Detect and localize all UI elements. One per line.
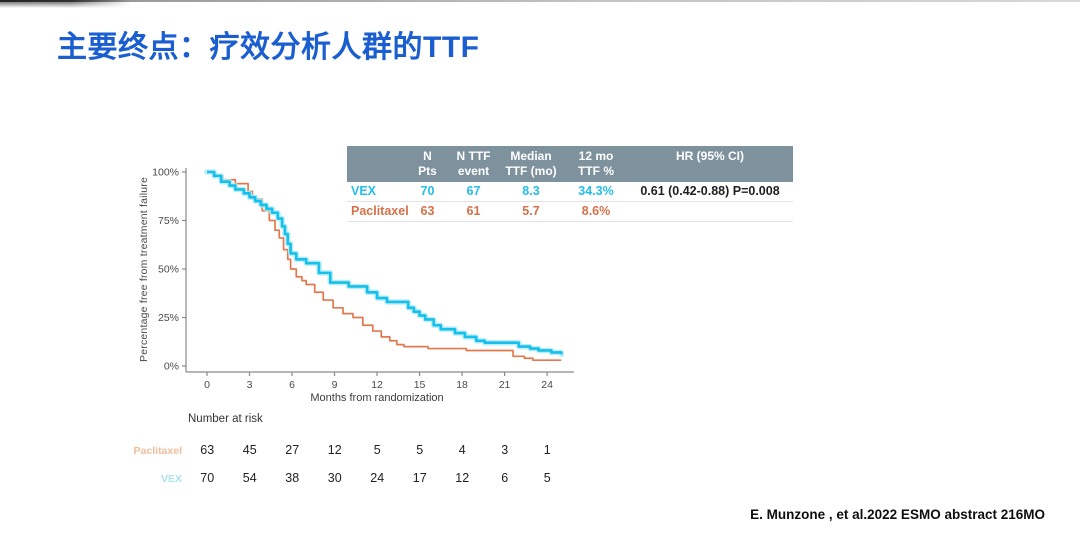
risk-cell: 6 xyxy=(501,471,509,485)
km-curve-halo-vex xyxy=(204,169,564,358)
top-left-shade xyxy=(0,0,130,8)
risk-cell: 12 xyxy=(455,471,470,485)
col-header-12mo-ttf: 12 mo TTF % xyxy=(565,146,627,182)
risk-cell: 12 xyxy=(327,443,342,457)
risk-cell: 54 xyxy=(242,471,257,485)
x-tick-label: 9 xyxy=(332,379,338,391)
col-header-median-ttf: Median TTF (mo) xyxy=(497,146,565,182)
citation-text: E. Munzone , et al.2022 ESMO abstract 21… xyxy=(750,507,1045,522)
y-tick-label: 50% xyxy=(158,264,179,276)
vex-n-ttf-event: 67 xyxy=(450,182,497,202)
risk-row-paclitaxel: 63 45 27 12 5 5 4 3 1 xyxy=(186,443,569,457)
x-tick-label: 21 xyxy=(499,379,511,391)
risk-cell: 45 xyxy=(242,443,257,457)
x-tick-label: 12 xyxy=(371,379,383,391)
risk-row-vex: 70 54 38 30 24 17 12 6 5 xyxy=(186,471,569,485)
top-edge-strip xyxy=(0,0,1080,2)
x-tick-label: 0 xyxy=(204,379,210,391)
paclitaxel-12mo-ttf: 8.6% xyxy=(565,201,627,222)
y-tick-label: 25% xyxy=(158,312,179,324)
x-tick-label: 24 xyxy=(541,379,553,391)
x-axis-label: Months from randomization xyxy=(310,392,444,404)
risk-row-label-vex: VEX xyxy=(160,473,182,485)
hr-value-empty xyxy=(627,201,793,222)
risk-cell: 30 xyxy=(327,471,342,485)
col-header-n-pts: N Pts xyxy=(405,146,450,182)
risk-cell: 63 xyxy=(200,443,215,457)
risk-cell: 24 xyxy=(370,471,385,485)
number-at-risk-title: Number at risk xyxy=(188,413,263,425)
x-tick-label: 6 xyxy=(289,379,295,391)
vex-median-ttf: 8.3 xyxy=(497,182,565,202)
hr-value: 0.61 (0.42-0.88) P=0.008 xyxy=(627,182,793,202)
km-plot: 100% 75% 50% 25% 0% 0 3 6 9 12 15 18 21 24 xyxy=(152,167,574,391)
page-title: 主要终点：疗效分析人群的TTF xyxy=(57,31,480,64)
table-row-vex: VEX 70 67 8.3 34.3% 0.61 (0.42-0.88) P=0… xyxy=(347,182,793,202)
vex-12mo-ttf: 34.3% xyxy=(565,182,627,202)
risk-cell: 70 xyxy=(200,471,215,485)
paclitaxel-n-pts: 63 xyxy=(405,201,450,222)
y-tick-label: 0% xyxy=(164,361,179,373)
risk-cell: 1 xyxy=(543,443,551,457)
paclitaxel-median-ttf: 5.7 xyxy=(497,201,565,222)
row-label-vex: VEX xyxy=(347,182,405,202)
y-tick-label: 100% xyxy=(152,167,179,179)
table-row-paclitaxel: Paclitaxel 63 61 5.7 8.6% xyxy=(347,201,793,222)
results-table: N Pts N TTF event Median TTF (mo) 12 mo … xyxy=(347,146,793,222)
results-header-row: N Pts N TTF event Median TTF (mo) 12 mo … xyxy=(347,146,793,182)
risk-row-label-paclitaxel: Paclitaxel xyxy=(133,445,182,457)
risk-cell: 5 xyxy=(416,443,424,457)
y-tick-label: 75% xyxy=(158,215,179,227)
risk-cell: 4 xyxy=(458,443,466,457)
x-tick-label: 15 xyxy=(414,379,426,391)
paclitaxel-n-ttf-event: 61 xyxy=(450,201,497,222)
risk-cell: 38 xyxy=(285,471,300,485)
x-tick-label: 3 xyxy=(247,379,253,391)
risk-cell: 27 xyxy=(285,443,300,457)
risk-cell: 5 xyxy=(543,471,551,485)
row-label-paclitaxel: Paclitaxel xyxy=(347,201,409,222)
x-tick-label: 18 xyxy=(456,379,468,391)
risk-cell: 17 xyxy=(412,471,427,485)
km-curve-vex xyxy=(207,170,563,355)
col-header-blank xyxy=(347,146,405,182)
risk-cell: 5 xyxy=(373,443,381,457)
vex-n-pts: 70 xyxy=(405,182,450,202)
risk-cell: 3 xyxy=(501,443,509,457)
col-header-hr: HR (95% CI) xyxy=(627,146,793,182)
col-header-n-ttf-event: N TTF event xyxy=(450,146,497,182)
